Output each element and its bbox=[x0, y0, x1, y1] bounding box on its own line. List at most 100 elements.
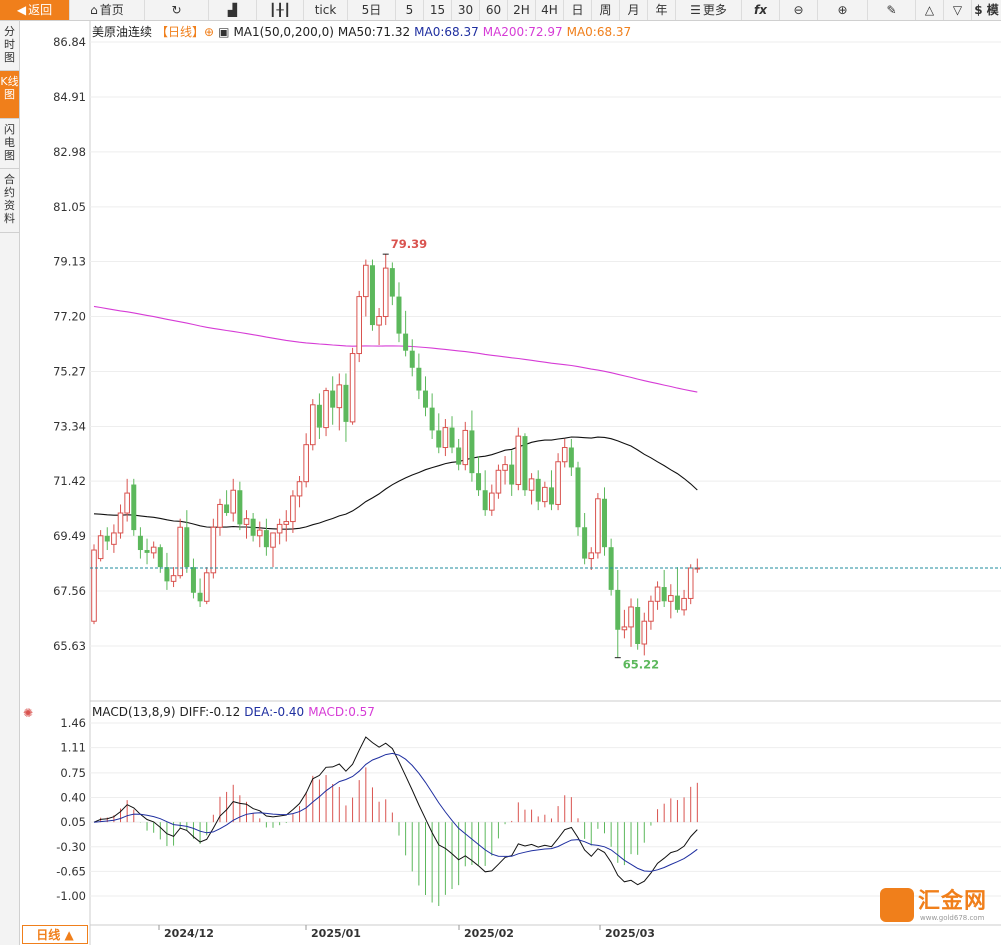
home-icon: ⌂ bbox=[90, 3, 98, 17]
candle-body-down bbox=[104, 535, 110, 542]
candle-body-up bbox=[442, 427, 449, 449]
refresh-icon: ↻ bbox=[171, 3, 182, 17]
zoom-in-icon: ⊕ bbox=[837, 3, 848, 17]
h4-button[interactable]: 4H bbox=[536, 0, 564, 20]
candle-body-down bbox=[369, 265, 375, 326]
candle-body-up bbox=[97, 535, 104, 560]
h2-button[interactable]: 2H bbox=[508, 0, 536, 20]
zoom-in-button[interactable]: ⊕ bbox=[818, 0, 868, 20]
price-tick-label: 73.34 bbox=[53, 419, 86, 433]
scroll-up-button[interactable]: △ bbox=[916, 0, 944, 20]
sidebar-item-timeshare[interactable]: 分时图 bbox=[0, 21, 19, 71]
sidebar-item-flash[interactable]: 闪电图 bbox=[0, 119, 19, 169]
candle-body-up bbox=[91, 549, 97, 622]
time-tick-label: 2025/01 bbox=[311, 927, 361, 940]
candle-body-up bbox=[243, 518, 250, 525]
macd-tick-label: 0.40 bbox=[60, 791, 86, 805]
candle-body-up bbox=[363, 264, 369, 298]
ma-indicator-icon[interactable]: ▣ bbox=[218, 25, 230, 39]
year-button[interactable]: 年 bbox=[648, 0, 676, 20]
candle-body-up bbox=[203, 572, 210, 602]
candle-body-down bbox=[661, 587, 667, 602]
candle-body-up bbox=[124, 492, 130, 514]
back-button[interactable]: ◀ 返回 bbox=[0, 0, 70, 20]
candle-body-down bbox=[416, 367, 422, 391]
candle-body-up bbox=[296, 481, 303, 497]
m30-button[interactable]: 30 bbox=[452, 0, 480, 20]
period-label: 【日线】 bbox=[156, 25, 205, 39]
m5-button[interactable]: 5 bbox=[396, 0, 424, 20]
week-button[interactable]: 周 bbox=[592, 0, 620, 20]
candle-body-up bbox=[687, 567, 694, 599]
macd-histogram bbox=[100, 767, 698, 907]
tick-button[interactable]: tick bbox=[304, 0, 348, 20]
formula-button[interactable]: fx bbox=[742, 0, 780, 20]
day-button[interactable]: 日 bbox=[564, 0, 592, 20]
m60-button[interactable]: 60 bbox=[480, 0, 508, 20]
sidebar-item-contract[interactable]: 合约资料 bbox=[0, 169, 19, 233]
candle-body-down bbox=[131, 484, 137, 531]
five-day-button[interactable]: 5日 bbox=[348, 0, 396, 20]
month-button[interactable]: 月 bbox=[620, 0, 648, 20]
pencil-icon: ✎ bbox=[886, 3, 897, 17]
price-tick-label: 79.13 bbox=[53, 255, 86, 269]
candle-body-down bbox=[224, 504, 230, 514]
price-legend: 美原油连续 【日线】⊕ ▣ MA1(50,0,200,0) MA50:71.32 MA0:… bbox=[92, 23, 635, 40]
scroll-down-button[interactable]: ▽ bbox=[944, 0, 972, 20]
candle-body-down bbox=[396, 296, 402, 334]
candle-body-up bbox=[462, 429, 469, 466]
candle-body-up bbox=[528, 478, 535, 491]
candle-body-up bbox=[217, 503, 223, 528]
zoom-out-button[interactable]: ⊖ bbox=[780, 0, 818, 20]
bar-chart-button[interactable]: ▟ bbox=[209, 0, 257, 20]
candle-body-up bbox=[495, 469, 502, 494]
ma200-label: MA200:72.97 bbox=[482, 25, 563, 39]
macd-tick-label: 0.75 bbox=[60, 766, 86, 780]
macd-dea: DEA:-0.40 bbox=[244, 705, 305, 719]
macd-name: MACD(13,8,9) bbox=[92, 705, 176, 719]
home-button[interactable]: ⌂ 首页 bbox=[70, 0, 145, 20]
candle-body-up bbox=[303, 444, 309, 483]
draw-button[interactable]: ✎ bbox=[868, 0, 916, 20]
time-tick-label: 2025/03 bbox=[605, 927, 655, 940]
candle-chart-button[interactable]: ┃╂┃ bbox=[257, 0, 304, 20]
candle-body-up bbox=[170, 575, 177, 582]
grid-lines bbox=[89, 20, 1001, 945]
price-tick-label: 69.49 bbox=[53, 529, 86, 543]
candle-body-up bbox=[349, 353, 356, 423]
candle-body-down bbox=[423, 390, 428, 408]
price-tick-label: 75.27 bbox=[53, 364, 86, 378]
price-tick-label: 86.84 bbox=[53, 35, 86, 49]
candle-body-down bbox=[197, 592, 203, 602]
candle-body-up bbox=[648, 600, 654, 622]
macd-tick-label: -1.00 bbox=[56, 889, 86, 903]
price-axis: 86.84 84.91 82.98 81.05 79.13 77.20 75.27 73.34… bbox=[53, 35, 86, 653]
macd-value: MACD:0.57 bbox=[308, 705, 375, 719]
ma0-label: MA0:68.37 bbox=[414, 25, 479, 39]
m15-button[interactable]: 15 bbox=[424, 0, 452, 20]
period-tab[interactable]: 日线 ▲ bbox=[22, 925, 88, 944]
candle-body-up bbox=[283, 521, 290, 525]
toolbar: ◀ 返回 ⌂ 首页 ↻ ▟ ┃╂┃ tick 5日 5 15 30 60 2H 4H… bbox=[0, 0, 1001, 21]
candle-body-up bbox=[309, 404, 316, 446]
candle-body-up bbox=[641, 620, 648, 645]
macd-legend: MACD(13,8,9) DIFF:-0.12 DEA:-0.40 MACD:0.57 bbox=[92, 705, 379, 719]
time-tick-label: 2024/12 bbox=[164, 927, 214, 940]
back-arrow-icon: ◀ bbox=[16, 3, 27, 17]
candle-body-up bbox=[210, 526, 217, 574]
candle-body-up bbox=[588, 552, 595, 560]
refresh-button[interactable]: ↻ bbox=[145, 0, 209, 20]
candle-body-up bbox=[681, 597, 687, 611]
candle-body-up bbox=[628, 606, 634, 628]
candlesticks bbox=[91, 254, 701, 658]
more-button[interactable]: ☰ 更多 bbox=[676, 0, 742, 20]
price-tick-label: 84.91 bbox=[53, 90, 86, 104]
candle-body-down bbox=[602, 498, 608, 548]
settings-icon[interactable]: ⊕ bbox=[204, 25, 215, 39]
sidebar-item-kline[interactable]: K线图 bbox=[0, 71, 19, 119]
macd-grid bbox=[90, 722, 1001, 897]
macd-settings-icon[interactable]: ✺ bbox=[23, 706, 34, 720]
candle-body-down bbox=[482, 490, 488, 511]
currency-button[interactable]: $ 模 bbox=[974, 3, 999, 17]
